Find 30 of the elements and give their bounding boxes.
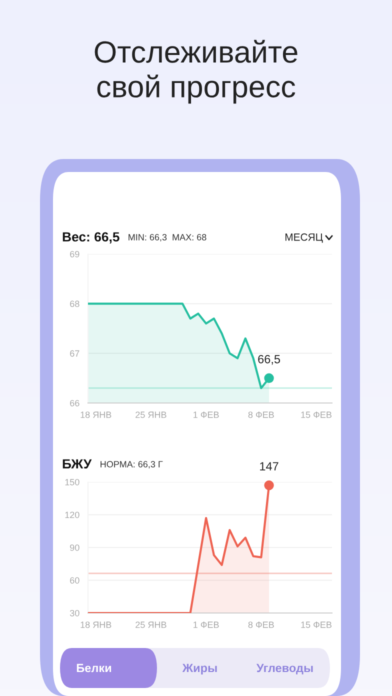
y-tick-label: 90 (70, 544, 80, 551)
chart-title: БЖУ (62, 459, 92, 469)
text: Белки (76, 664, 112, 672)
x-tick-label: 25 ЯНВ (136, 622, 166, 628)
text: Отслеживайте свой прогресс (94, 40, 298, 104)
annotation: 66,5 (258, 354, 280, 365)
chart-subtitle: НОРМА: 66,3 Г (100, 461, 163, 468)
x-tick-label: 8 ФЕВ (248, 622, 274, 628)
y-tick-label: 67 (70, 350, 80, 357)
y-tick-label: 120 (65, 512, 80, 518)
chart-subtitle: MIN: 66,3 MAX: 68 (128, 234, 206, 242)
y-tick-label: 30 (70, 610, 80, 616)
y-tick-label: 69 (70, 250, 80, 258)
y-tick-label: 150 (65, 478, 80, 486)
chart-title: Вес: 66,5 (62, 232, 120, 244)
annotation: 147 (260, 462, 278, 470)
x-tick-label: 18 ЯНВ (80, 622, 112, 628)
y-tick-label: 66 (70, 400, 80, 406)
y-tick-label: 60 (70, 577, 80, 584)
x-tick-label: 15 ФЕВ (301, 622, 332, 628)
text: Углеводы (256, 664, 313, 674)
x-tick-label: 1 ФЕВ (194, 622, 219, 628)
x-tick-label: 25 ЯНВ (136, 412, 166, 418)
y-tick-label: 68 (70, 300, 80, 308)
x-tick-label: 18 ЯНВ (80, 412, 112, 418)
x-tick-label: 8 ФЕВ (248, 412, 274, 418)
text: МЕСЯЦ (285, 233, 323, 243)
x-tick-label: 15 ФЕВ (301, 412, 332, 418)
x-tick-label: 1 ФЕВ (194, 412, 219, 418)
text: Жиры (182, 664, 217, 675)
